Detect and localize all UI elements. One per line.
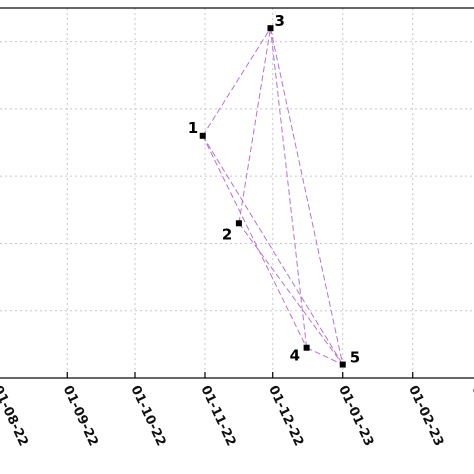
plot-frame <box>0 7 474 379</box>
node-label-2: 2 <box>222 225 232 243</box>
x-tick-label: 01-11-22 <box>197 383 238 448</box>
edge-2-3 <box>238 28 271 224</box>
x-tick-label: 01-08-22 <box>0 383 31 448</box>
x-tick-label: 01-12-22 <box>265 383 306 448</box>
edge-1-4 <box>202 135 308 348</box>
node-label-5: 5 <box>350 349 360 367</box>
x-tick-label: 01-09-22 <box>60 383 101 448</box>
edge-2-5 <box>238 222 344 365</box>
x-ticks: 01-08-22 01-09-22 01-10-22 01-11-22 01-12-22… <box>0 372 474 449</box>
edge-1-3 <box>202 27 271 137</box>
edge-3-4 <box>269 28 308 348</box>
edge-1-5 <box>202 135 344 365</box>
axes <box>0 7 474 379</box>
x-tick-label: 01-01-23 <box>335 383 376 448</box>
node-5 <box>339 361 346 368</box>
nodes: 1 2 3 4 5 <box>188 12 360 368</box>
node-label-1: 1 <box>188 119 198 137</box>
node-3 <box>267 25 274 32</box>
node-1 <box>199 132 206 139</box>
node-4 <box>303 344 310 351</box>
node-label-3: 3 <box>274 12 284 30</box>
edges <box>202 27 344 365</box>
x-tick-label: 01-02-23 <box>405 383 446 448</box>
edge-4-5 <box>306 347 343 365</box>
edge-3-5 <box>269 28 344 365</box>
x-tick-label: 01-03-23 <box>468 383 474 448</box>
node-2 <box>235 220 242 227</box>
x-tick-label: 01-10-22 <box>127 383 168 448</box>
node-label-4: 4 <box>290 347 300 365</box>
grid <box>0 8 474 378</box>
